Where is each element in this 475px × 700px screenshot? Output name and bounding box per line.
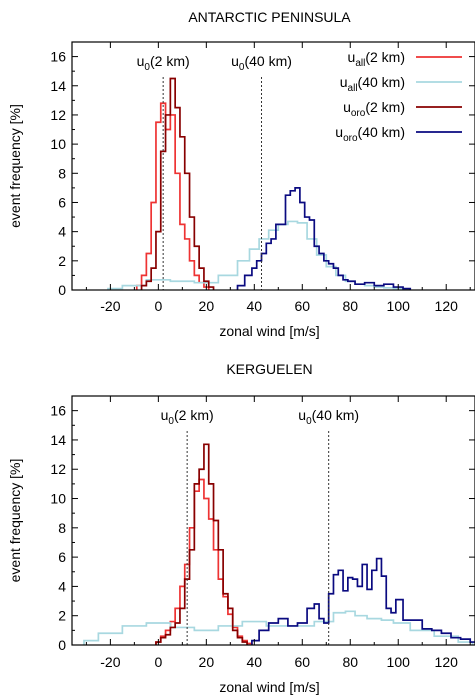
y-tick-label: 2	[58, 608, 66, 624]
y-tick-label: 6	[58, 194, 66, 210]
series-oro-40km	[236, 187, 412, 290]
x-tick-label: 0	[154, 298, 162, 314]
y-tick-label: 0	[58, 637, 66, 653]
x-tick-label: 100	[387, 654, 411, 670]
annotation-label: u0(2 km)	[137, 53, 190, 73]
y-tick-label: 16	[50, 49, 66, 65]
y-tick-label: 0	[58, 282, 66, 298]
chart-title: KERGUELEN	[226, 361, 312, 377]
x-tick-label: 80	[342, 654, 358, 670]
y-tick-label: 12	[50, 461, 66, 477]
y-axis-label: event frequency [%]	[7, 459, 23, 583]
series-all-2km	[155, 478, 253, 645]
x-tick-label: 40	[247, 298, 263, 314]
series-oro-40km	[251, 557, 475, 645]
x-axis-label: zonal wind [m/s]	[219, 323, 319, 339]
plot-area	[83, 443, 475, 645]
legend-entry: uall(40 km)	[340, 74, 405, 94]
x-tick-label: 120	[435, 654, 459, 670]
plot-area	[107, 77, 412, 290]
x-tick-label: 20	[199, 654, 215, 670]
y-tick-label: 8	[58, 165, 66, 181]
y-tick-label: 14	[50, 432, 66, 448]
x-tick-label: 120	[435, 298, 459, 314]
y-tick-label: 12	[50, 107, 66, 123]
legend: uall(2 km) uall(40 km) uoro(2 km) uoro(40 k…	[335, 49, 462, 144]
plot-frame	[71, 395, 475, 646]
legend-entry: uoro(40 km)	[335, 124, 405, 144]
x-tick-label: -20	[100, 298, 120, 314]
x-tick-label: 0	[154, 654, 162, 670]
y-tick-label: 8	[58, 520, 66, 536]
x-tick-label: 40	[247, 654, 263, 670]
x-tick-label: 80	[342, 298, 358, 314]
x-axis-label: zonal wind [m/s]	[219, 679, 319, 695]
series-all-2km	[135, 102, 210, 290]
x-tick-label: 60	[294, 298, 310, 314]
x-tick-label: 100	[387, 298, 411, 314]
series-all-40km	[107, 220, 412, 290]
y-tick-label: 6	[58, 549, 66, 565]
y-axis-label: event frequency [%]	[7, 104, 23, 228]
panel-1: ANTARCTIC PENINSULA u0(2 km) u0(40 km) 0 2 4 6…	[7, 9, 475, 339]
y-tick-label: 10	[50, 491, 66, 507]
y-tick-label: 4	[58, 224, 66, 240]
x-tick-label: 60	[294, 654, 310, 670]
series-all-40km	[83, 610, 474, 645]
y-tick-label: 10	[50, 136, 66, 152]
y-tick-label: 2	[58, 253, 66, 269]
x-tick-label: 20	[199, 298, 215, 314]
annotation-label: u0(40 km)	[298, 407, 359, 427]
panel-2: KERGUELEN u0(2 km) u0(40 km) 0 2 4 6 8 10 12 14 16 -…	[7, 361, 475, 695]
series-oro-2km	[140, 77, 215, 290]
x-tick-label: -20	[100, 654, 120, 670]
annotation-label: u0(40 km)	[231, 53, 292, 73]
y-tick-label: 14	[50, 78, 66, 94]
y-tick-label: 4	[58, 578, 66, 594]
chart-title: ANTARCTIC PENINSULA	[188, 9, 351, 25]
annotation-label: u0(2 km)	[161, 407, 214, 427]
legend-entry: uall(2 km)	[348, 49, 405, 69]
y-tick-label: 16	[50, 403, 66, 419]
series-oro-2km	[155, 443, 248, 645]
plot-frame	[71, 41, 475, 291]
legend-entry: uoro(2 km)	[343, 99, 405, 119]
